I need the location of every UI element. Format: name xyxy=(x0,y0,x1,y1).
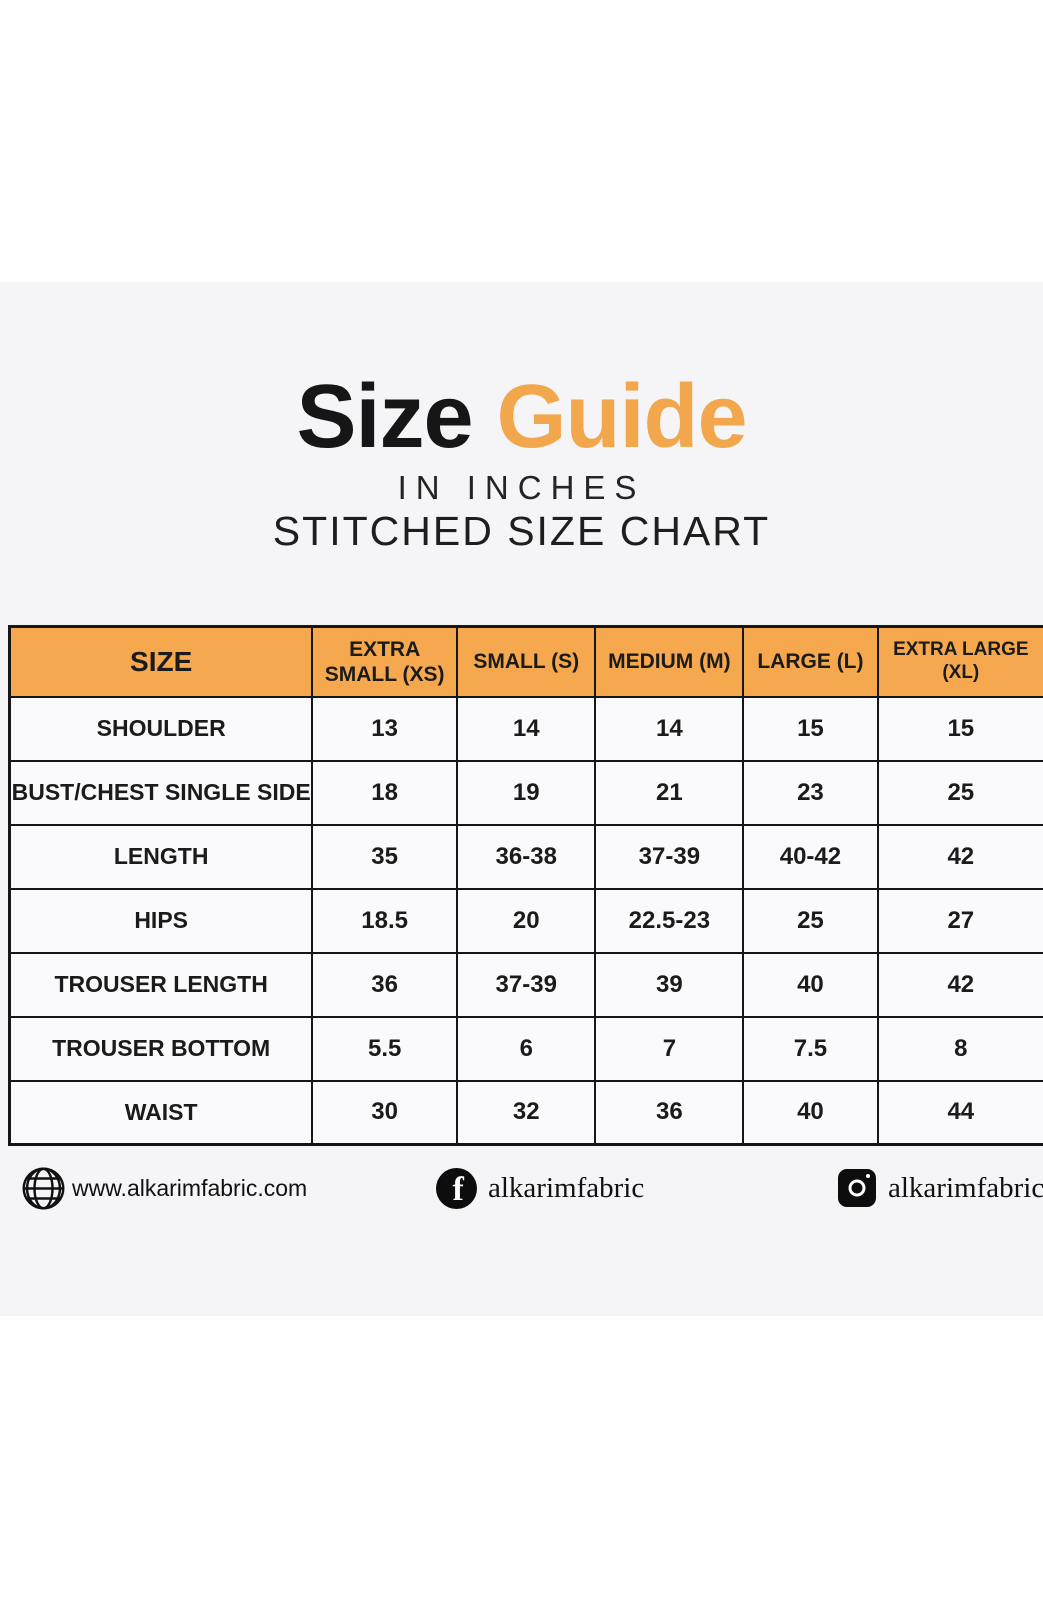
title-word-guide: Guide xyxy=(496,367,748,467)
column-header-medium: MEDIUM (M) xyxy=(594,625,745,698)
cell-value: 39 xyxy=(594,951,745,1018)
column-header-large: LARGE (L) xyxy=(742,625,879,698)
subtitle-in-inches: IN INCHES xyxy=(397,469,646,506)
column-header-extra-large: EXTRA LARGE (XL) xyxy=(876,625,1043,698)
table-row-bust-chest: BUST/CHEST SINGLE SIDE 18 19 21 23 25 xyxy=(8,759,1043,826)
table-row-waist: WAIST 30 32 36 40 44 xyxy=(8,1079,1043,1146)
cell-value: 13 xyxy=(311,695,458,762)
row-label: SHOULDER xyxy=(8,695,314,762)
cell-value: 6 xyxy=(455,1015,597,1082)
instagram-icon xyxy=(838,1169,876,1207)
table-row-trouser-length: TROUSER LENGTH 36 37-39 39 40 42 xyxy=(8,951,1043,1018)
cell-value: 25 xyxy=(876,759,1043,826)
cell-value: 5.5 xyxy=(311,1015,458,1082)
cell-value: 21 xyxy=(594,759,745,826)
row-label: BUST/CHEST SINGLE SIDE xyxy=(8,759,314,826)
cell-value: 32 xyxy=(455,1079,597,1146)
website-url: www.alkarimfabric.com xyxy=(72,1174,308,1201)
cell-value: 7 xyxy=(594,1015,745,1082)
subtitle-stitched-size-chart: STITCHED SIZE CHART xyxy=(272,508,771,554)
cell-value: 25 xyxy=(742,887,879,954)
row-label: LENGTH xyxy=(8,823,314,890)
row-label: HIPS xyxy=(8,887,314,954)
cell-value: 15 xyxy=(876,695,1043,762)
title-word-size: Size xyxy=(296,367,473,467)
column-header-small: SMALL (S) xyxy=(455,625,597,698)
cell-value: 14 xyxy=(594,695,745,762)
cell-value: 14 xyxy=(455,695,597,762)
cell-value: 44 xyxy=(876,1079,1043,1146)
cell-value: 36-38 xyxy=(455,823,597,890)
facebook-f-glyph: f xyxy=(452,1170,464,1208)
cell-value: 37-39 xyxy=(594,823,745,890)
instagram-handle: alkarimfabrics xyxy=(888,1171,1043,1204)
facebook-icon: f xyxy=(436,1167,477,1209)
page-title: Size Guide xyxy=(0,372,1043,462)
cell-value: 37-39 xyxy=(455,951,597,1018)
footer-instagram: alkarimfabrics xyxy=(838,1162,1043,1214)
cell-value: 36 xyxy=(311,951,458,1018)
cell-value: 30 xyxy=(311,1079,458,1146)
instagram-lens xyxy=(848,1179,866,1197)
table-row-shoulder: SHOULDER 13 14 14 15 15 xyxy=(8,695,1043,762)
cell-value: 35 xyxy=(311,823,458,890)
size-chart-table: SIZE EXTRA SMALL (XS) SMALL (S) MEDIUM (… xyxy=(8,625,1043,1146)
globe-icon xyxy=(22,1166,65,1210)
cell-value: 18.5 xyxy=(311,887,458,954)
cell-value: 19 xyxy=(455,759,597,826)
table-row-hips: HIPS 18.5 20 22.5-23 25 27 xyxy=(8,887,1043,954)
cell-value: 8 xyxy=(876,1015,1043,1082)
footer-facebook: f alkarimfabric xyxy=(436,1162,644,1214)
column-header-extra-small: EXTRA SMALL (XS) xyxy=(311,625,458,698)
cell-value: 40 xyxy=(742,1079,879,1146)
cell-value: 23 xyxy=(742,759,879,826)
header-row: SIZE EXTRA SMALL (XS) SMALL (S) MEDIUM (… xyxy=(8,625,1043,698)
table-row-trouser-bottom: TROUSER BOTTOM 5.5 6 7 7.5 8 xyxy=(8,1015,1043,1082)
footer-website: www.alkarimfabric.com xyxy=(20,1162,307,1214)
cell-value: 36 xyxy=(594,1079,745,1146)
column-header-size: SIZE xyxy=(8,625,314,698)
cell-value: 40-42 xyxy=(742,823,879,890)
cell-value: 27 xyxy=(876,887,1043,954)
table-row-length: LENGTH 35 36-38 37-39 40-42 42 xyxy=(8,823,1043,890)
row-label: TROUSER BOTTOM xyxy=(8,1015,314,1082)
cell-value: 42 xyxy=(876,951,1043,1018)
cell-value: 15 xyxy=(742,695,879,762)
cell-value: 22.5-23 xyxy=(594,887,745,954)
cell-value: 20 xyxy=(455,887,597,954)
cell-value: 42 xyxy=(876,823,1043,890)
cell-value: 40 xyxy=(742,951,879,1018)
row-label: TROUSER LENGTH xyxy=(8,951,314,1018)
cell-value: 18 xyxy=(311,759,458,826)
instagram-flash-dot xyxy=(866,1174,870,1178)
row-label: WAIST xyxy=(8,1079,314,1146)
cell-value: 7.5 xyxy=(742,1015,879,1082)
facebook-handle: alkarimfabric xyxy=(488,1171,645,1204)
